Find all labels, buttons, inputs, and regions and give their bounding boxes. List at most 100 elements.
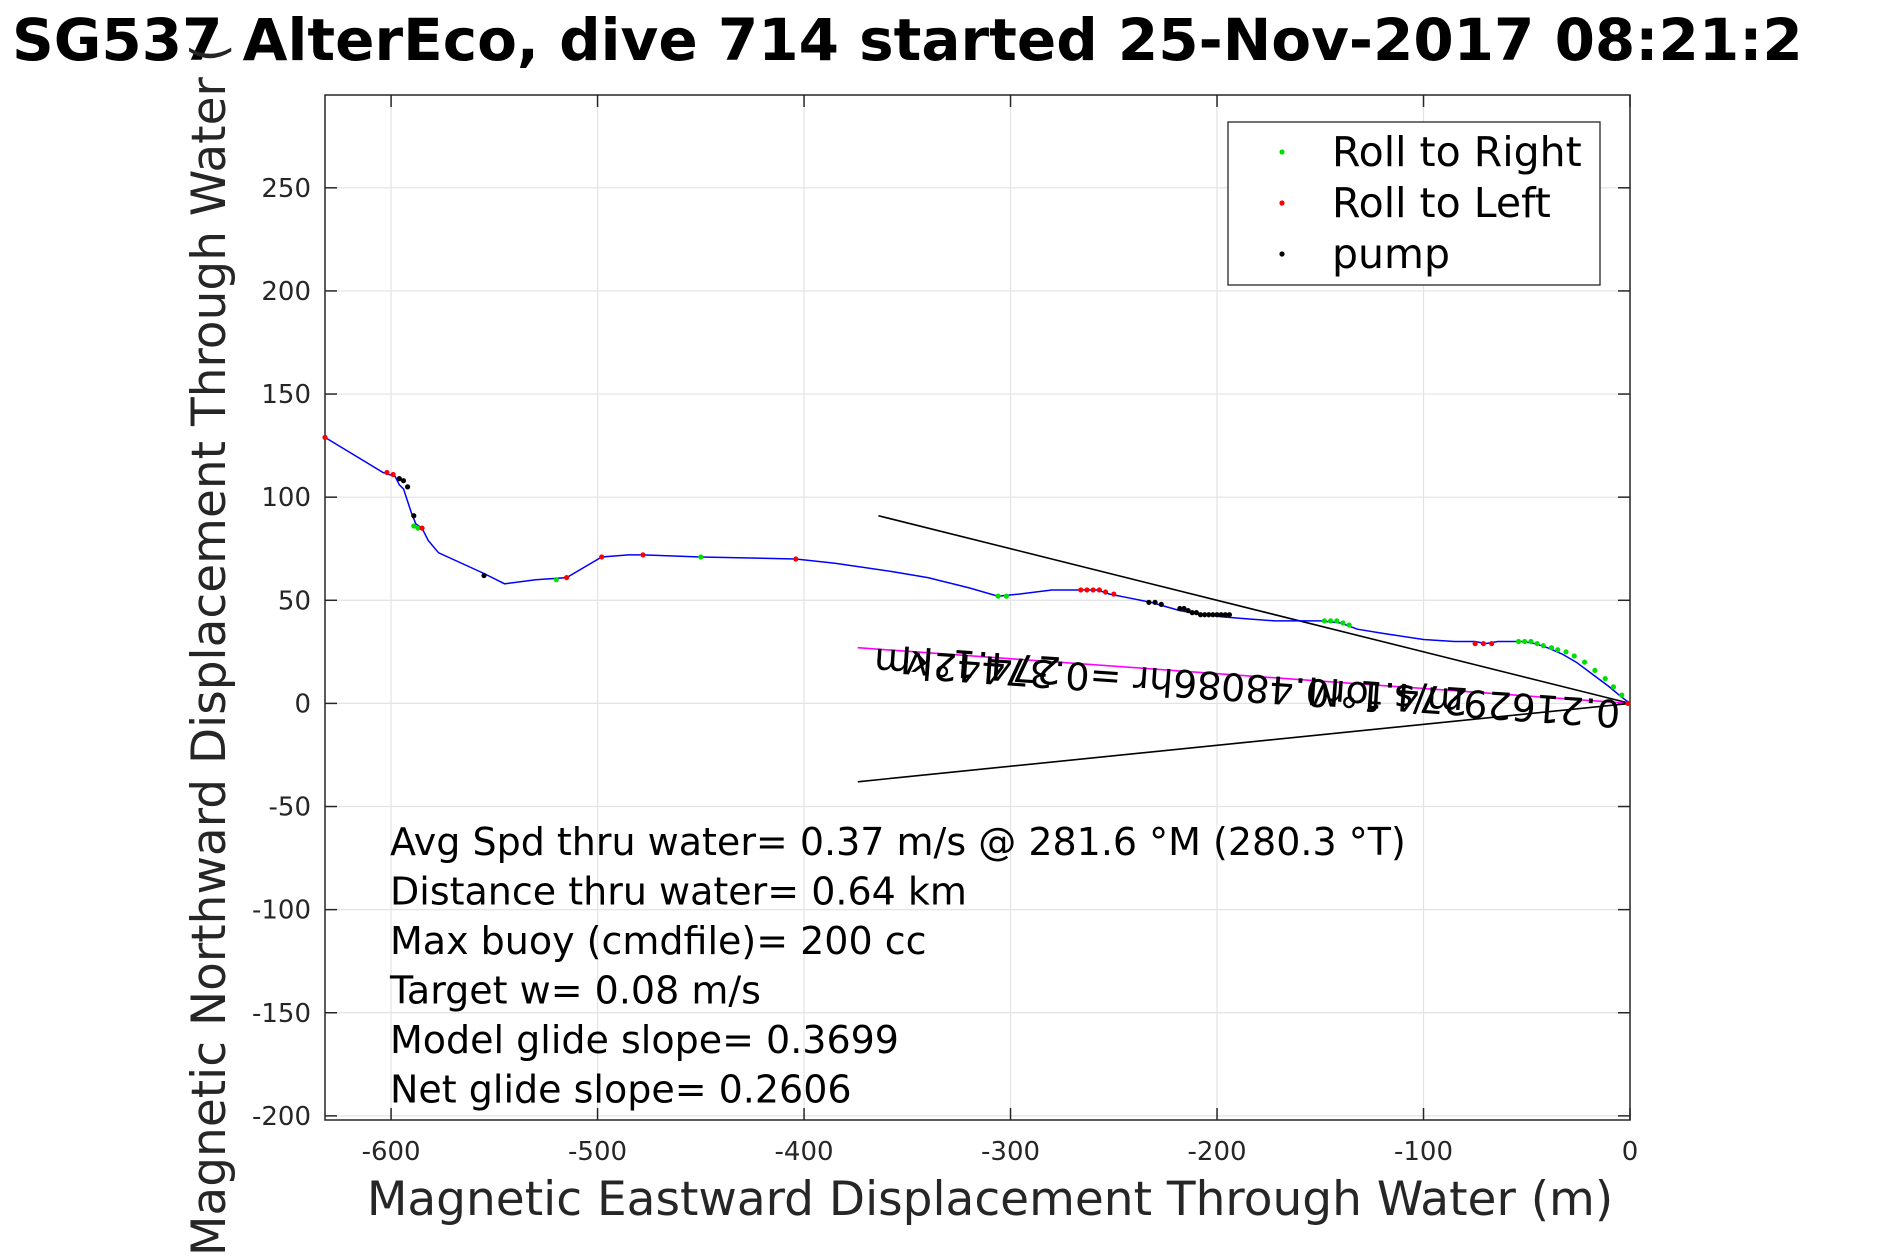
pump-point: [1206, 612, 1212, 618]
axis-ticks: -600 -500 -400 -300 -200 -100 0250200150100500…: [252, 95, 1638, 1167]
roll-left-point: [1102, 589, 1109, 595]
roll-left-point: [1090, 587, 1096, 593]
roll-right-point: [1602, 676, 1608, 682]
pump-point: [400, 478, 407, 484]
y-tick-label: 250: [261, 174, 311, 204]
roll-right-point: [1592, 667, 1598, 674]
roll-right-point: [995, 593, 1001, 599]
roll-right-point: [1610, 684, 1617, 690]
roll-right-point: [1522, 638, 1528, 645]
pump-point: [1197, 612, 1204, 618]
y-tick-label: -100: [252, 896, 311, 926]
roll-left-point: [1084, 587, 1090, 593]
roll-left-point: [1111, 591, 1117, 597]
pump-point: [1181, 605, 1187, 612]
annotation-line: Target w= 0.08 m/s: [389, 969, 761, 1013]
annotation-line: Model glide slope= 0.3699: [390, 1018, 899, 1062]
roll-left-point: [384, 469, 390, 476]
roll-left-point: [419, 525, 425, 531]
legend-box: [1227, 121, 1601, 286]
x-axis-label: Magnetic Eastward Displacement Through W…: [367, 1172, 1613, 1227]
y-tick-label: -50: [269, 793, 311, 823]
roll-left-point: [1489, 640, 1495, 647]
pump-point: [404, 484, 411, 490]
roll-right-point: [1581, 659, 1588, 665]
pump-point: [481, 572, 487, 579]
roll-left-point: [1078, 587, 1084, 593]
pump-point: [1226, 612, 1233, 618]
roll-right-point: [1528, 638, 1534, 645]
pump-point: [1152, 599, 1158, 605]
pump-point: [1185, 607, 1191, 614]
roll-right-point: [1571, 653, 1577, 659]
lower-heading-line: [857, 702, 1631, 783]
rotated-labels: 0.21629m/s for0.48086hr =0.37442km274.1°…: [872, 637, 1621, 735]
roll-right-point: [1327, 618, 1334, 624]
roll-right-point: [1548, 645, 1555, 651]
roll-right-point: [411, 523, 417, 529]
pump-point: [1214, 612, 1220, 618]
pump-point: [1146, 599, 1152, 605]
pump-point: [1158, 601, 1164, 608]
annotation-line: Distance thru water= 0.64 km: [390, 870, 967, 914]
roll-right-point: [1346, 622, 1352, 628]
roll-right-point: [553, 577, 559, 583]
x-tick-label: -300: [981, 1137, 1040, 1167]
x-tick-label: -200: [1188, 1137, 1247, 1167]
roll-right-point: [1563, 649, 1569, 655]
pump-point: [1202, 612, 1208, 618]
y-tick-label: 50: [278, 586, 311, 616]
plot-frame: [324, 94, 1631, 1121]
pump-point: [1177, 605, 1183, 612]
pump-point: [1210, 612, 1216, 618]
roll-right-point: [1340, 620, 1346, 626]
pump-point: [1193, 610, 1199, 616]
x-tick-label: 0: [1622, 1137, 1639, 1167]
y-tick-label: 200: [261, 277, 311, 307]
roll-right-point: [1515, 638, 1522, 645]
roll-right-point: [1334, 618, 1340, 624]
roll-right-point: [415, 525, 421, 531]
roll-left-point: [640, 552, 646, 558]
roll-left-point: [793, 556, 799, 562]
x-tick-label: -600: [362, 1137, 421, 1167]
annotation-line: Net glide slope= 0.2606: [390, 1068, 852, 1112]
annotation-line: Max buoy (cmdfile)= 200 cc: [390, 919, 927, 963]
pump-point: [1222, 612, 1228, 618]
roll-right-point: [698, 554, 704, 560]
pump-point: [1189, 610, 1195, 616]
legend-marker: [1279, 200, 1285, 206]
x-tick-label: -400: [775, 1137, 834, 1167]
pump-point: [411, 513, 417, 519]
pump-point: [1218, 612, 1224, 618]
pump-point: [396, 476, 402, 482]
legend-label: pump: [1332, 230, 1450, 278]
y-axis-label: Magnetic Northward Displacement Through …: [182, 44, 237, 1256]
x-tick-label: -500: [568, 1137, 627, 1167]
legend-marker: [1279, 251, 1285, 257]
roll-right-point: [1003, 593, 1010, 599]
roll-right-point: [1534, 640, 1540, 647]
y-tick-label: -200: [252, 1102, 311, 1132]
legend-label: Roll to Left: [1332, 179, 1551, 227]
upper-heading-line: [878, 514, 1631, 705]
roll-right-point: [1321, 618, 1327, 624]
annotation-line: Avg Spd thru water= 0.37 m/s @ 281.6 °M …: [390, 820, 1406, 864]
current-line: [857, 646, 1631, 705]
y-tick-label: 100: [261, 483, 311, 513]
roll-left-point: [390, 471, 396, 478]
roll-right-point: [1555, 647, 1561, 653]
roll-left-point: [1096, 587, 1102, 593]
series-layer: [322, 434, 1631, 783]
roll-left-point: [322, 434, 328, 440]
roll-left-point: [1480, 640, 1486, 647]
legend-label: Roll to Right: [1332, 128, 1582, 176]
annotation-block: Avg Spd thru water= 0.37 m/s @ 281.6 °M …: [389, 820, 1406, 1112]
roll-left-point: [1472, 640, 1478, 647]
y-tick-label: -150: [252, 999, 311, 1029]
roll-right-point: [1619, 692, 1625, 698]
chart-title: SG537 AlterEco, dive 714 started 25-Nov-…: [12, 6, 1803, 74]
x-tick-label: -100: [1394, 1137, 1453, 1167]
roll-left-point: [563, 574, 570, 581]
